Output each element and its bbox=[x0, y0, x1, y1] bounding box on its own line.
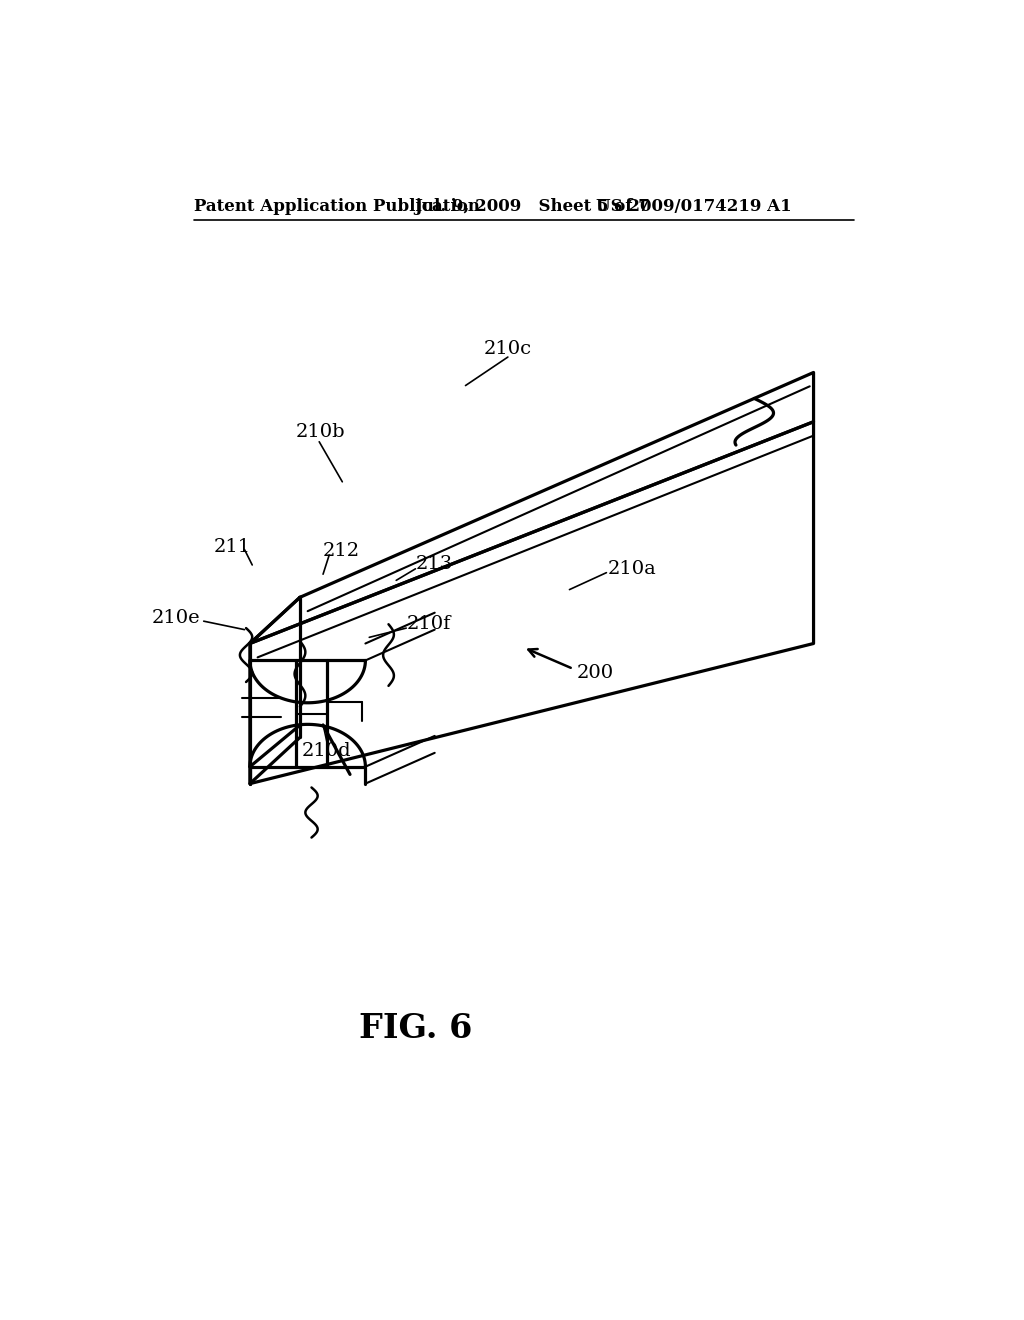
Text: 210a: 210a bbox=[608, 560, 656, 578]
Text: US 2009/0174219 A1: US 2009/0174219 A1 bbox=[596, 198, 792, 215]
Text: Patent Application Publication: Patent Application Publication bbox=[194, 198, 479, 215]
Text: 210f: 210f bbox=[407, 615, 451, 634]
Text: Jul. 9, 2009   Sheet 5 of 7: Jul. 9, 2009 Sheet 5 of 7 bbox=[414, 198, 649, 215]
Polygon shape bbox=[250, 372, 813, 644]
Text: 210b: 210b bbox=[296, 422, 346, 441]
Text: FIG. 6: FIG. 6 bbox=[358, 1012, 472, 1045]
Text: 210c: 210c bbox=[483, 341, 531, 358]
Text: 210e: 210e bbox=[152, 609, 200, 627]
Text: 210d: 210d bbox=[302, 742, 351, 760]
Text: 212: 212 bbox=[323, 543, 360, 560]
Text: 213: 213 bbox=[416, 556, 453, 573]
Text: 200: 200 bbox=[578, 664, 614, 681]
Text: 211: 211 bbox=[214, 539, 251, 556]
Polygon shape bbox=[250, 597, 300, 784]
Polygon shape bbox=[250, 422, 813, 784]
